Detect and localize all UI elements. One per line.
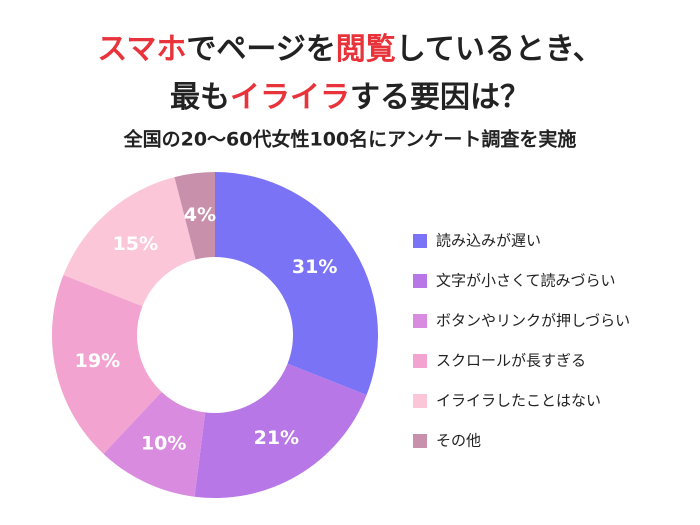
legend-label: イライラしたことはない xyxy=(436,392,601,410)
legend-swatch xyxy=(413,234,427,248)
donut-segment xyxy=(174,172,215,260)
title-segment: しているとき、 xyxy=(396,32,603,67)
donut-segment xyxy=(215,172,378,396)
subtitle: 全国の20〜60代女性100名にアンケート調査を実施 xyxy=(123,128,577,151)
legend-swatch xyxy=(413,434,427,448)
title-segment: 最も xyxy=(170,80,230,115)
title-segment: 閲覧 xyxy=(336,32,396,67)
title-segment: する要因は？ xyxy=(350,80,530,115)
value-label: 31% xyxy=(292,256,337,278)
legend-label: 読み込みが遅い xyxy=(436,232,541,250)
legend-swatch xyxy=(413,274,427,288)
legend-swatch xyxy=(413,394,427,408)
legend-label: ボタンやリンクが押しづらい xyxy=(436,312,630,330)
legend-swatch xyxy=(413,314,427,328)
title-segment: スマホ xyxy=(97,32,186,67)
title-segment: でページを xyxy=(186,32,335,67)
value-label: 21% xyxy=(254,427,299,449)
value-label: 19% xyxy=(75,350,120,372)
title-line: 最もイライラする要因は？ xyxy=(170,80,530,115)
title-segment: イライラ xyxy=(230,80,350,115)
value-label: 10% xyxy=(141,433,186,455)
value-label: 15% xyxy=(113,233,158,255)
value-label: 4% xyxy=(184,204,216,226)
legend-swatch xyxy=(413,354,427,368)
donut-segment xyxy=(51,274,162,454)
donut-segment xyxy=(63,177,196,307)
legend-label: スクロールが長すぎる xyxy=(436,352,586,370)
title-line: スマホでページを閲覧しているとき、 xyxy=(97,32,603,67)
legend-label: 文字が小さくて読みづらい xyxy=(436,272,616,290)
donut-segment xyxy=(103,391,206,497)
donut-segment xyxy=(194,363,367,498)
legend-label: その他 xyxy=(436,432,481,450)
